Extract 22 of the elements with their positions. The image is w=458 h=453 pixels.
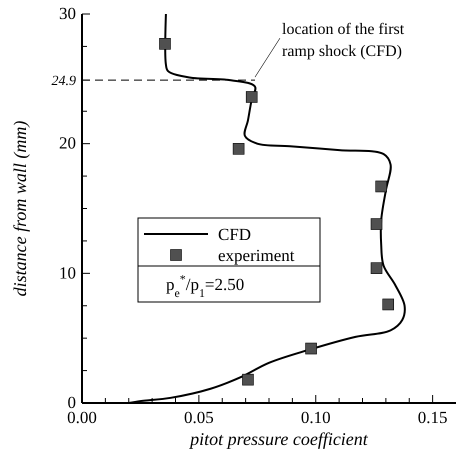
x-tick-label: 0.05 [184,408,214,427]
y-tick-label: 10 [59,263,76,282]
point [305,342,317,354]
x-axis-title: pitot pressure coefficient [188,429,369,449]
point [159,38,171,50]
point [232,143,244,155]
y-tick-label: 24.9 [52,74,76,90]
point [382,298,394,310]
point [246,91,258,103]
point [242,374,254,386]
y-tick-label: 30 [59,4,76,23]
annotation: location of the first ramp shock (CFD) [282,21,405,60]
y-tick-label: 20 [59,134,76,153]
x-tick-label: 0.15 [418,408,448,427]
annotation: p$_{e}$$^{*}$/p$_{1}$=2.50 [166,272,244,300]
point [370,262,382,274]
legend-label: experiment [218,246,295,265]
legend-label: CFD [218,225,252,244]
point [370,218,382,230]
x-tick-label: 0.10 [300,408,331,427]
y-axis-title: distance from wall (mm) [10,120,30,296]
point [375,180,387,192]
